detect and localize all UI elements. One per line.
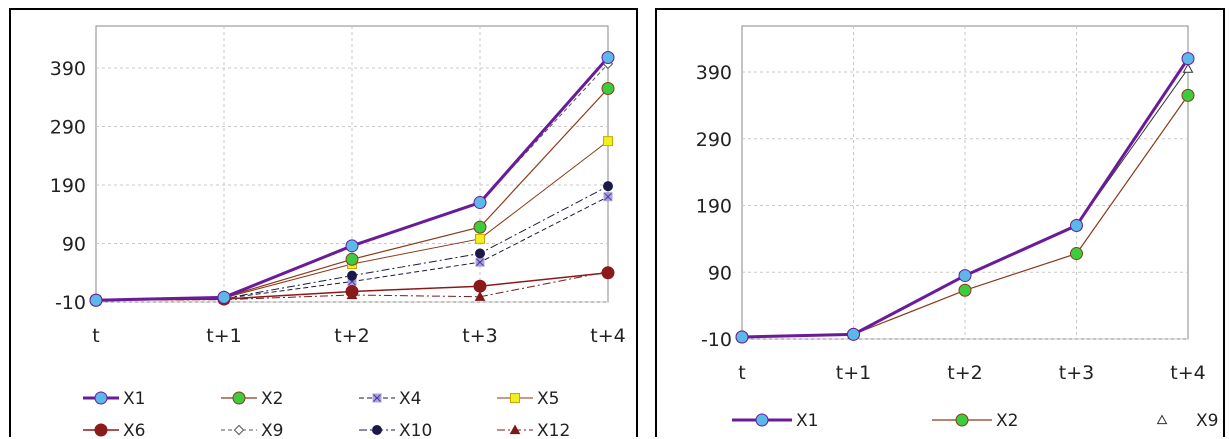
right-point-x2 — [958, 283, 972, 297]
left-legend-marker-x1 — [94, 391, 108, 405]
left-x-tick-label: t+1 — [206, 325, 241, 347]
left-legend-label-x2: X2 — [261, 389, 283, 409]
left-legend-marker-x10 — [372, 425, 382, 435]
right-point-x9 — [1182, 63, 1194, 73]
chart-left: -10 90 190 290 390 t t+1 t+2 t+3 t+4 X1 X2 X4 X5 X6 X9 X… — [50, 25, 626, 439]
right-point-x1 — [735, 330, 749, 344]
left-legend-label-x12: X12 — [537, 421, 570, 439]
right-y-tick-label: 190 — [696, 196, 732, 218]
left-legend-label-x6: X6 — [123, 421, 145, 439]
left-point-x2 — [473, 220, 487, 234]
right-series-line-x2 — [741, 95, 1189, 338]
chart-right: -10 90 190 290 390 t t+1 t+2 t+3 t+4 X1 X2 X9 — [696, 25, 1218, 431]
right-x-tick-label: t — [738, 362, 745, 384]
left-legend-marker-x4 — [372, 393, 382, 403]
left-y-tick-label: 90 — [62, 234, 86, 256]
left-y-tick-label: 290 — [50, 117, 86, 139]
right-y-tick-label: -10 — [701, 329, 732, 351]
left-legend-label-x9: X9 — [261, 421, 283, 439]
left-legend-label-x1: X1 — [123, 389, 145, 409]
chart-panel-right: -10 90 190 290 390 t t+1 t+2 t+3 t+4 X1 X2 X9 — [655, 8, 1225, 437]
right-legend-label-x2: X2 — [996, 411, 1018, 431]
right-point-x2 — [1181, 88, 1195, 102]
chart-panel-left: -10 90 190 290 390 t t+1 t+2 t+3 t+4 X1 X2 X4 X5 X6 X9 X… — [9, 8, 638, 439]
right-legend-label-x1: X1 — [796, 411, 818, 431]
left-legend-marker-x5 — [510, 393, 520, 403]
left-legend-marker-x6 — [94, 423, 108, 437]
right-y-tick-label: 90 — [708, 262, 732, 284]
left-point-x1 — [89, 293, 103, 307]
right-legend-label-x9: X9 — [1196, 411, 1218, 431]
left-point-x2 — [345, 252, 359, 266]
left-point-x5 — [603, 136, 613, 147]
left-point-x10 — [603, 181, 613, 192]
left-point-x4 — [603, 192, 613, 202]
right-point-x1 — [958, 269, 972, 283]
left-point-x5 — [475, 233, 485, 244]
right-y-tick-label: 290 — [696, 129, 732, 151]
left-legend-label-x4: X4 — [399, 389, 421, 409]
right-legend-marker-x2 — [955, 413, 969, 427]
left-point-x12 — [474, 291, 486, 301]
right-legend-marker-x9 — [1156, 414, 1168, 425]
right-point-x1 — [847, 327, 860, 341]
left-x-tick-label: t+3 — [462, 325, 497, 347]
left-x-tick-label: t+4 — [590, 325, 625, 347]
left-point-x1 — [473, 196, 487, 210]
left-point-x1 — [601, 50, 615, 64]
right-x-tick-label: t+1 — [836, 362, 871, 384]
left-legend-marker-x12 — [509, 424, 521, 435]
left-point-x1 — [217, 290, 231, 304]
left-legend-marker-x9 — [233, 424, 245, 436]
left-x-tick-label: t+2 — [334, 325, 369, 347]
left-y-tick-label: 190 — [50, 175, 86, 197]
left-legend-label-x10: X10 — [399, 421, 432, 439]
left-y-tick-label: -10 — [55, 292, 86, 314]
left-legend-marker-x2 — [232, 391, 246, 405]
left-legend-label-x5: X5 — [537, 389, 559, 409]
right-legend-marker-x1 — [755, 413, 769, 427]
right-y-tick-label: 390 — [696, 62, 732, 84]
left-x-tick-label: t — [92, 325, 99, 347]
left-y-tick-label: 390 — [50, 58, 86, 80]
left-point-x6 — [345, 284, 359, 298]
right-x-tick-label: t+4 — [1170, 362, 1205, 384]
left-point-x4 — [475, 257, 485, 267]
right-point-x2 — [1070, 247, 1083, 261]
left-point-x6 — [601, 266, 615, 280]
left-point-x1 — [345, 239, 359, 253]
right-x-tick-label: t+2 — [947, 362, 982, 384]
right-point-x1 — [1181, 52, 1195, 66]
left-point-x6 — [473, 279, 487, 293]
left-point-x10 — [475, 248, 485, 259]
left-point-x2 — [601, 81, 615, 95]
right-point-x1 — [1070, 219, 1083, 233]
right-x-tick-label: t+3 — [1059, 362, 1094, 384]
left-point-x10 — [347, 270, 357, 281]
